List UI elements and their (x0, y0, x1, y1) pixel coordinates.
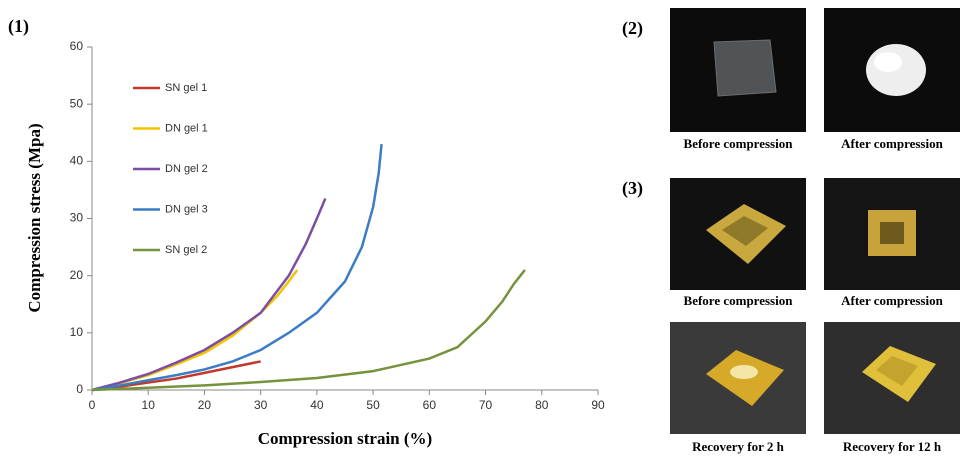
y-axis-label: Compression stress (Mpa) (25, 123, 44, 312)
x-tick-label: 60 (423, 398, 437, 412)
y-tick-label: 10 (70, 325, 84, 339)
x-tick-label: 30 (254, 398, 268, 412)
panel-label: (3) (622, 178, 643, 199)
caption: Recovery for 12 h (843, 439, 942, 454)
y-tick-label: 0 (76, 382, 83, 396)
x-tick-label: 50 (366, 398, 380, 412)
photo (670, 322, 806, 434)
caption: After compression (841, 136, 943, 151)
photo (824, 8, 960, 132)
y-tick-label: 50 (70, 96, 84, 110)
caption: Before compression (684, 136, 794, 151)
legend-label: SN gel 2 (165, 244, 207, 256)
data-line (91, 198, 327, 392)
photo (824, 322, 960, 434)
caption: Before compression (684, 293, 794, 308)
y-tick-label: 20 (70, 268, 84, 282)
photo (824, 178, 960, 290)
x-axis-label: Compression strain (%) (258, 429, 432, 448)
y-tick-label: 60 (70, 39, 84, 53)
data-line (91, 269, 526, 392)
x-tick-label: 10 (142, 398, 156, 412)
caption: After compression (841, 293, 943, 308)
legend-label: SN gel 1 (165, 82, 207, 94)
x-tick-label: 80 (535, 398, 549, 412)
x-tick-label: 70 (479, 398, 493, 412)
photo (670, 178, 806, 290)
legend-label: DN gel 2 (165, 163, 208, 175)
y-tick-label: 30 (70, 211, 84, 225)
x-tick-label: 90 (591, 398, 605, 412)
data-line (91, 144, 383, 392)
x-tick-label: 20 (198, 398, 212, 412)
photo (670, 8, 806, 132)
legend-label: DN gel 3 (165, 203, 208, 215)
legend-label: DN gel 1 (165, 122, 208, 134)
panel-label: (1) (8, 16, 29, 37)
y-tick-label: 40 (70, 154, 84, 168)
caption: Recovery for 2 h (692, 439, 785, 454)
x-tick-label: 0 (89, 398, 96, 412)
x-tick-label: 40 (310, 398, 324, 412)
panel-label: (2) (622, 18, 643, 39)
